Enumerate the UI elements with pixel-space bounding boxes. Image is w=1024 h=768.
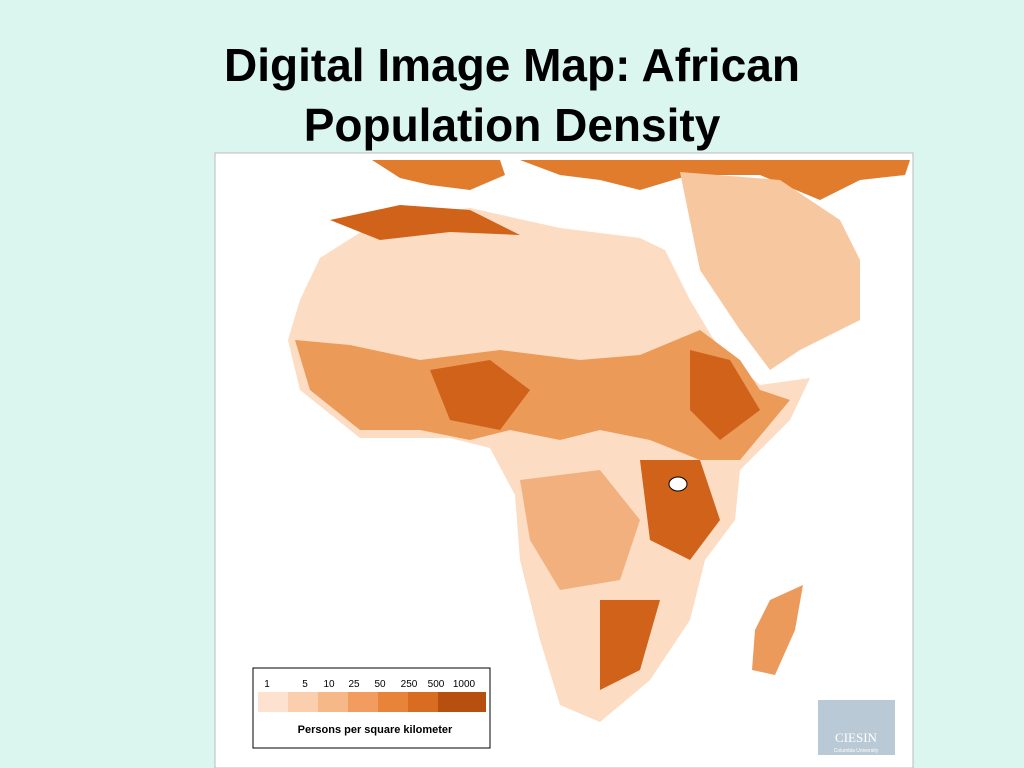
africa bbox=[288, 208, 810, 722]
sahel-band bbox=[295, 330, 790, 460]
arabia bbox=[680, 172, 860, 370]
logo-name: CIESIN bbox=[835, 730, 878, 745]
legend-tick-label: 5 bbox=[302, 679, 308, 690]
legend-tick-label: 1000 bbox=[453, 679, 476, 690]
legend-tick-label: 1 bbox=[264, 679, 270, 690]
legend-swatches bbox=[258, 692, 486, 712]
central-region bbox=[520, 470, 640, 590]
legend-ticks: 1 5 10 25 50 250 500 1000 bbox=[264, 679, 475, 690]
europe bbox=[372, 160, 910, 200]
madagascar bbox=[752, 585, 803, 675]
legend-tick-label: 250 bbox=[401, 679, 418, 690]
logo-box bbox=[818, 700, 895, 755]
legend-tick-label: 25 bbox=[348, 679, 360, 690]
legend-caption: Persons per square kilometer bbox=[298, 724, 453, 736]
lake bbox=[668, 476, 688, 492]
title-line: Digital Image Map: African bbox=[224, 39, 800, 91]
title-line: Population Density bbox=[303, 99, 721, 151]
legend-tick-label: 50 bbox=[374, 679, 386, 690]
legend-tick-label: 500 bbox=[428, 679, 445, 690]
legend-tick-label: 10 bbox=[323, 679, 335, 690]
logo-subtitle: Columbia University bbox=[834, 748, 879, 754]
